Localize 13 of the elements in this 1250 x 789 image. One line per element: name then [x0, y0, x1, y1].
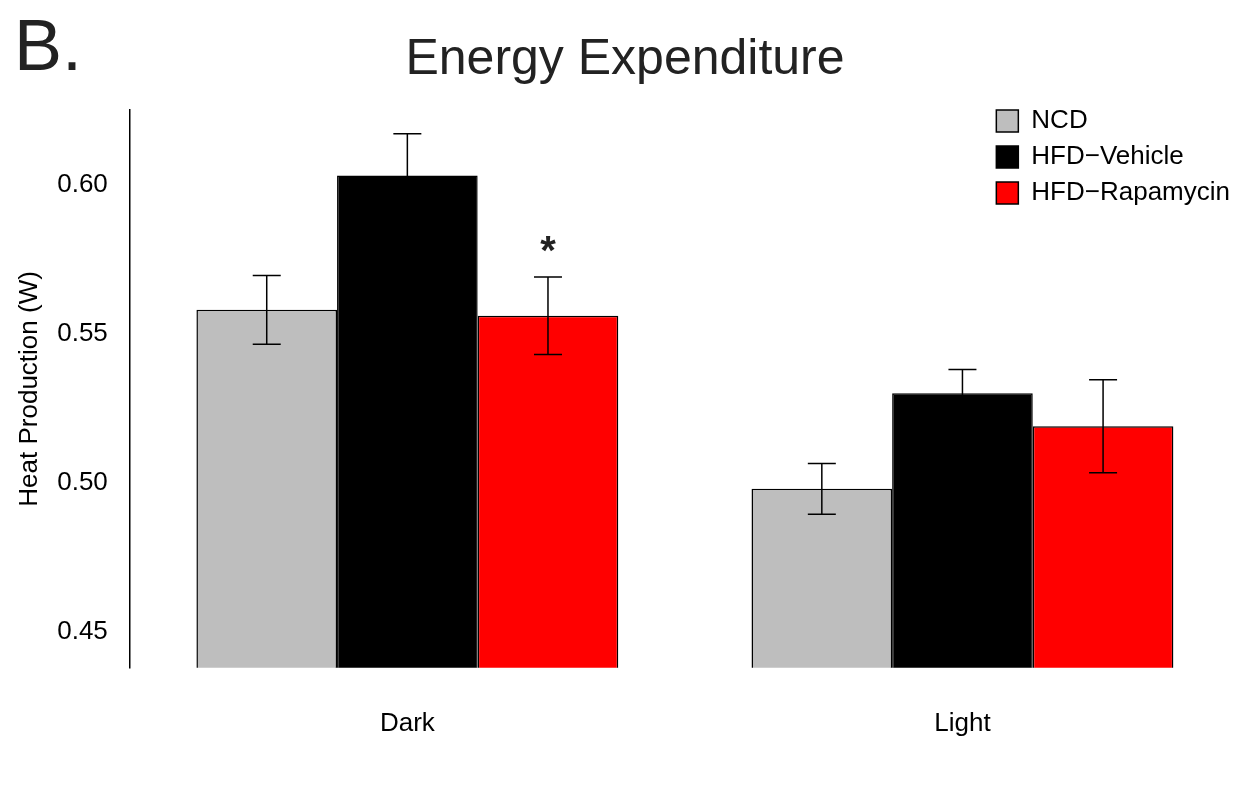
x-tick-label: Light — [934, 706, 992, 737]
y-tick-label: 0.50 — [57, 466, 108, 497]
y-axis-title: Heat Production (W) — [12, 271, 43, 507]
y-tick-label: 0.60 — [57, 167, 108, 198]
legend-label: NCD — [1031, 104, 1088, 135]
chart-title: Energy Expenditure — [405, 28, 845, 85]
y-tick-label: 0.55 — [57, 316, 108, 347]
legend-label: HFD−Rapamycin — [1031, 176, 1230, 207]
legend-label: HFD−Vehicle — [1031, 140, 1184, 171]
annotation: * — [540, 228, 557, 273]
y-tick-label: 0.45 — [57, 615, 108, 646]
x-tick-label: Dark — [379, 706, 436, 737]
text: B. — [14, 4, 83, 85]
